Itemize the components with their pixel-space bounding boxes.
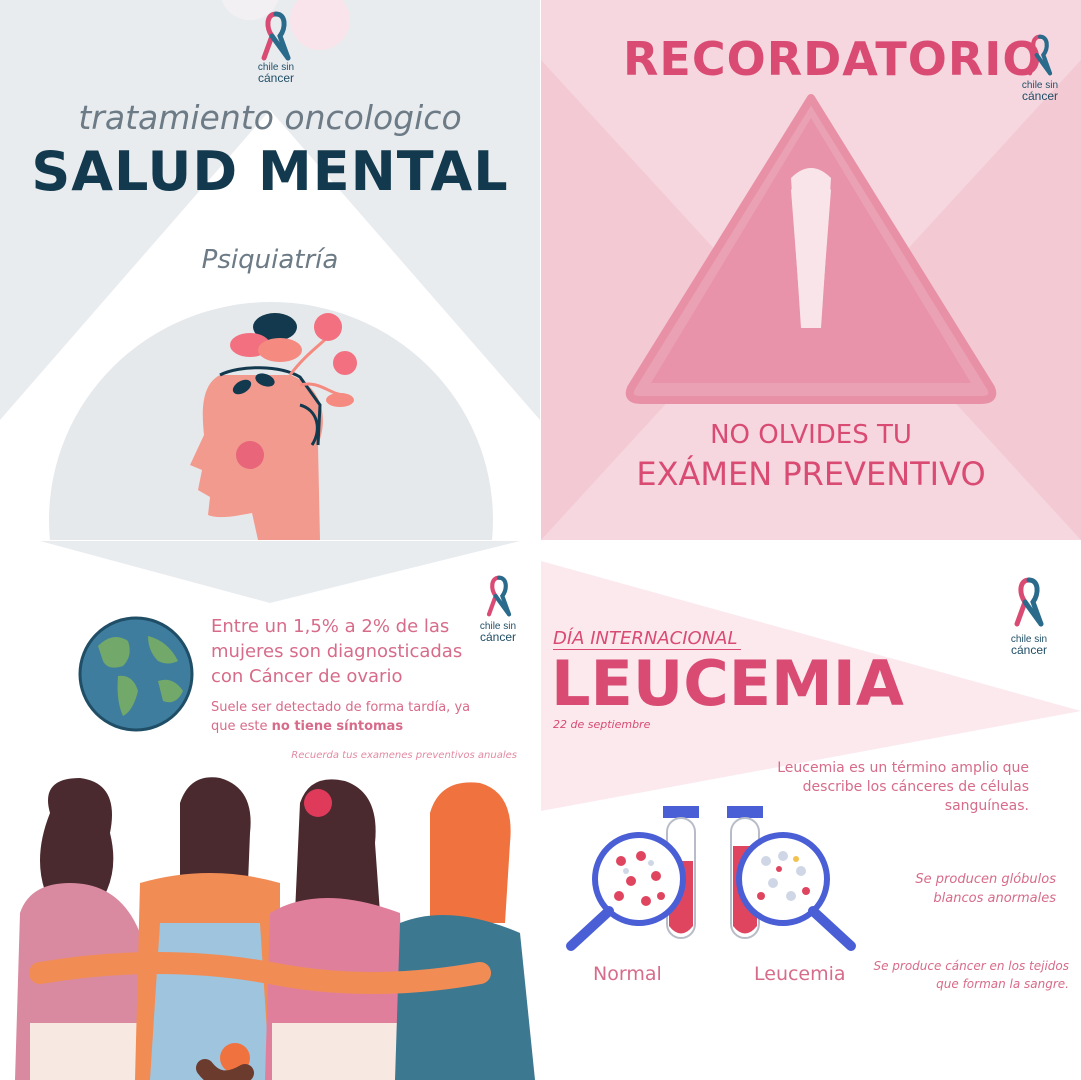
leukemia-date: 22 de septiembre: [553, 718, 651, 731]
ovarian-detail: Suele ser detectado de forma tardía, ya …: [211, 698, 470, 736]
leukemia-kicker: DÍA INTERNACIONAL: [553, 628, 742, 650]
ribbon-icon: [261, 11, 291, 61]
women-embracing-icon: [15, 777, 535, 1080]
logo-line2: cáncer: [479, 630, 517, 644]
ovarian-detail-pre: que este: [211, 719, 272, 734]
logo-line2: cáncer: [257, 71, 295, 85]
globe-icon: [78, 616, 194, 732]
exclamation-mark: [791, 175, 831, 320]
logo-line2: cáncer: [1021, 89, 1059, 103]
logo-line1: chile sin: [1021, 80, 1059, 91]
reminder-line2: EXÁMEN PREVENTIVO: [636, 455, 986, 493]
head-with-flowers-icon: [190, 313, 357, 540]
ovarian-reminder: Recuerda tus examenes preventivos anuale…: [291, 750, 517, 761]
label-normal: Normal: [593, 963, 662, 985]
blood-tubes-illustration: [566, 806, 856, 951]
ovarian-detail-bold: no tiene síntomas: [271, 719, 404, 734]
mental-specialty: Psiquiatría: [201, 245, 339, 275]
logo-text: chile sin cáncer: [996, 634, 1062, 656]
leukemia-fact2: Se produce cáncer en los tejidos que for…: [811, 957, 1069, 993]
ovarian-headline: Entre un 1,5% a 2% de las mujeres son di…: [211, 614, 462, 689]
ribbon-icon: [486, 575, 512, 617]
leukemia-description-line1: Leucemia es un término amplio que: [777, 760, 1029, 776]
logo-text: chile sin cáncer: [470, 621, 526, 643]
ovarian-detail-line2: que este no tiene síntomas: [211, 717, 470, 736]
label-leukemia: Leucemia: [754, 963, 846, 985]
reminder-background: [541, 60, 1081, 540]
ribbon-icon: [1027, 34, 1053, 76]
panel-recordatorio: RECORDATORIO chile sin cáncer NO OLVIDES…: [541, 0, 1081, 540]
panel-salud-mental: chile sin cáncer tratamiento oncologico …: [0, 0, 540, 540]
mental-subtitle: tratamiento oncologico: [78, 98, 462, 137]
mental-title: SALUD MENTAL: [31, 140, 509, 203]
leukemia-fact2-line1: Se produce cáncer en los tejidos: [873, 959, 1069, 973]
magnifier-icon: [566, 832, 686, 951]
logo-line1: chile sin: [1010, 634, 1048, 645]
leukemia-fact2-line2: que forman la sangre.: [936, 977, 1069, 991]
leukemia-fact1-line1: Se producen glóbulos: [915, 872, 1056, 887]
leukemia-title: LEUCEMIA: [551, 647, 904, 720]
panel-cancer-ovario: chile sin cáncer Entre un 1,5% a 2% de l…: [0, 541, 540, 1080]
logo-text: chile sin cáncer: [1013, 80, 1067, 102]
leukemia-background: [541, 561, 1081, 811]
ovarian-headline-line3: con Cáncer de ovario: [211, 666, 403, 687]
logo-line1: chile sin: [257, 62, 295, 73]
leukemia-description: Leucemia es un término amplio que descri…: [721, 759, 1029, 816]
leukemia-fact1: Se producen glóbulos blancos anormales: [841, 870, 1056, 908]
ovarian-detail-line1: Suele ser detectado de forma tardía, ya: [211, 700, 471, 715]
panel-leucemia: chile sin cáncer DÍA INTERNACIONAL LEUCE…: [541, 541, 1081, 1080]
logo-line1: chile sin: [479, 621, 517, 632]
ovarian-headline-line1: Entre un 1,5% a 2% de las: [211, 616, 450, 637]
logo-line2: cáncer: [1010, 643, 1048, 657]
leukemia-description-line2: describe los cánceres de células: [802, 779, 1029, 795]
reminder-title: RECORDATORIO: [623, 32, 1043, 86]
leukemia-description-line3: sanguíneas.: [944, 798, 1029, 814]
pointer-shape: [40, 541, 520, 603]
magnifier-icon: [736, 832, 856, 951]
reminder-line1: NO OLVIDES TU: [710, 420, 912, 450]
ribbon-icon: [1014, 577, 1044, 627]
logo-text: chile sin cáncer: [246, 62, 306, 84]
leukemia-fact1-line2: blancos anormales: [933, 891, 1056, 906]
ovarian-headline-line2: mujeres son diagnosticadas: [211, 641, 463, 662]
